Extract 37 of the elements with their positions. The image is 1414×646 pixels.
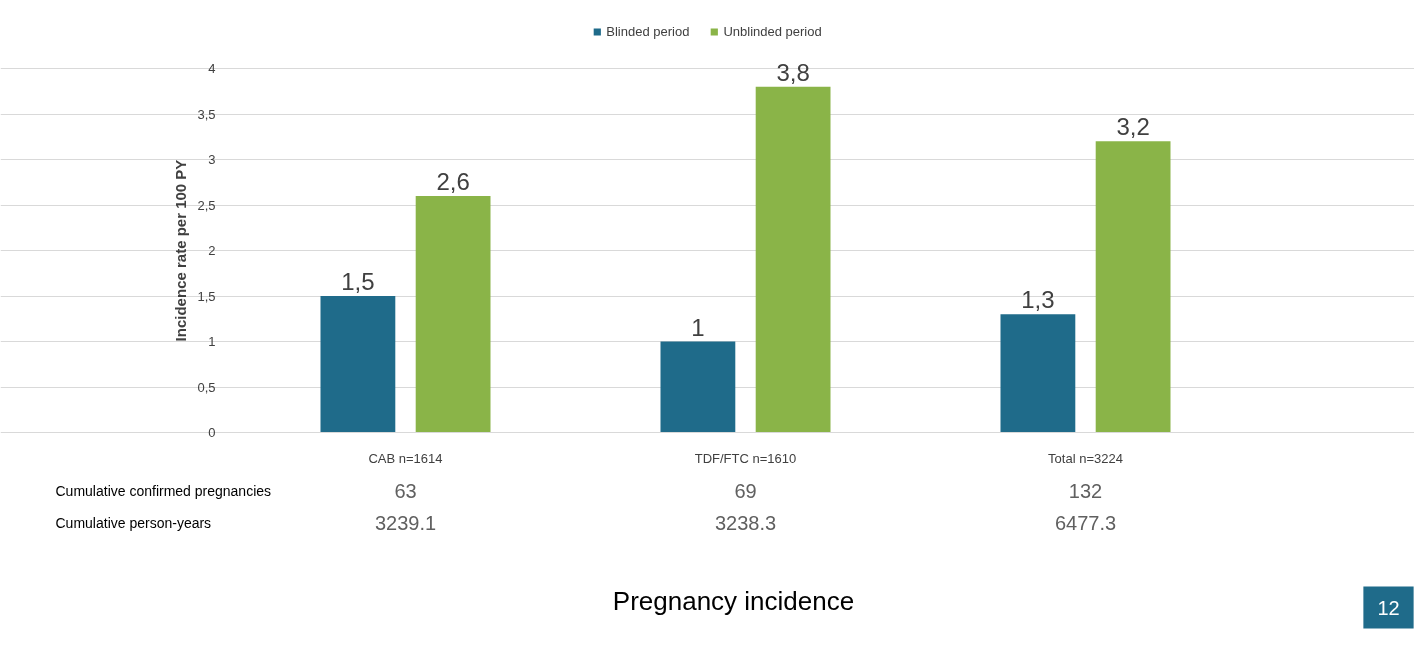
- x-tick-label: CAB n=1614: [368, 450, 443, 466]
- bar: [415, 195, 491, 433]
- y-tick-label: 1,5: [197, 288, 216, 304]
- y-axis-title: Incidence rate per 100 PY: [172, 159, 190, 342]
- data-label: 1,3: [1021, 286, 1055, 314]
- bar: [320, 296, 396, 433]
- y-tick-label: 3,5: [197, 106, 216, 122]
- text: 3239.1: [374, 511, 437, 534]
- text: 6477.3: [1054, 511, 1117, 534]
- data-label: 2,6: [436, 167, 470, 195]
- bar: [755, 86, 831, 433]
- data-label: 3,2: [1116, 113, 1150, 141]
- y-tick-label: 0,5: [197, 379, 216, 395]
- bar: [1000, 314, 1076, 433]
- text: Cumulative confirmed pregnancies: [55, 482, 272, 499]
- text: 63: [394, 479, 417, 502]
- text: 12: [1377, 596, 1400, 619]
- y-tick-label: 2,5: [197, 197, 216, 213]
- text: 69: [734, 479, 757, 502]
- bar: [660, 341, 736, 433]
- text: 3238.3: [714, 511, 777, 534]
- y-tick-label: 2: [208, 243, 216, 258]
- text: 132: [1068, 479, 1103, 502]
- text: Cumulative person-years: [55, 514, 212, 531]
- y-tick-label: 0: [208, 425, 216, 440]
- x-tick-label: Total n=3224: [1048, 450, 1123, 466]
- text: Pregnancy incidence: [612, 585, 855, 616]
- data-label: 1,5: [341, 268, 375, 295]
- legend-label: Unblinded period: [723, 24, 822, 39]
- bar: [1095, 141, 1171, 433]
- y-tick-label: 3: [208, 152, 216, 167]
- data-label: 1: [691, 313, 705, 341]
- data-label: 3,8: [776, 58, 810, 86]
- legend-label: Blinded period: [606, 24, 690, 39]
- x-tick-label: TDF/FTC n=1610: [694, 450, 797, 466]
- y-tick-label: 1: [208, 334, 216, 349]
- y-tick-label: 4: [208, 61, 216, 76]
